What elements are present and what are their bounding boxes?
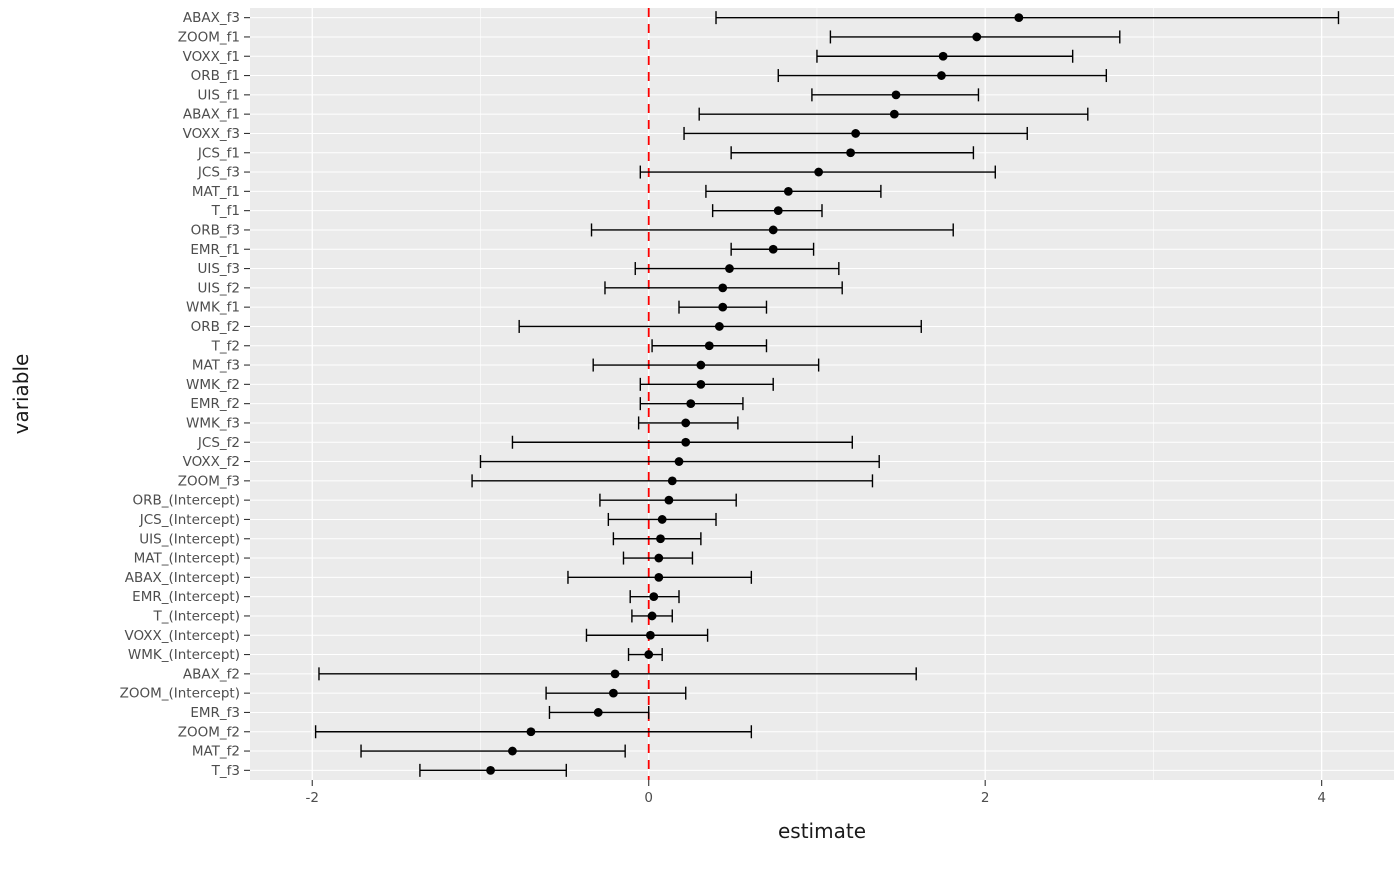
y-axis-label: UIS_(Intercept) — [139, 531, 240, 547]
estimate-point — [654, 553, 664, 563]
y-axis-label: VOXX_f1 — [183, 49, 240, 65]
x-tick-label: 2 — [981, 790, 990, 806]
y-axis-label: JCS_f3 — [197, 165, 240, 181]
estimate-point — [891, 90, 901, 100]
estimate-point — [846, 148, 855, 158]
y-axis-label: MAT_f1 — [192, 184, 240, 200]
estimate-point — [768, 244, 778, 254]
estimate-point — [696, 379, 706, 389]
estimate-point — [646, 630, 655, 640]
estimate-point — [656, 534, 665, 544]
y-axis-label: T_f3 — [211, 763, 240, 779]
estimate-point — [889, 109, 899, 119]
y-axis-label: EMR_f3 — [190, 705, 240, 721]
y-axis-label: ORB_f2 — [191, 319, 240, 335]
plot-panel: -2 0 2 4 ABAX_f3 ZOOM_f1 VOXX_f1 ORB_f1 UIS_f1 AB… — [120, 8, 1394, 806]
estimate-point — [768, 225, 778, 235]
y-axis-label: JCS_f2 — [197, 435, 240, 451]
estimate-point — [937, 71, 946, 80]
y-axis-label: UIS_f2 — [197, 280, 240, 296]
estimate-point — [972, 32, 982, 42]
y-axis-label: WMK_f2 — [186, 377, 240, 393]
y-axis-label: ZOOM_(Intercept) — [120, 686, 240, 702]
y-axis-label: VOXX_f2 — [183, 454, 240, 470]
panel-background — [250, 8, 1394, 780]
estimate-point — [508, 746, 517, 756]
y-axis-label: WMK_f1 — [186, 300, 240, 316]
estimate-point — [718, 283, 728, 293]
estimate-point — [686, 399, 696, 409]
estimate-point — [783, 186, 793, 196]
estimate-point — [718, 302, 728, 312]
y-axis-label: UIS_f3 — [197, 261, 240, 277]
estimate-point — [681, 437, 691, 447]
y-axis-label: EMR_f1 — [190, 242, 240, 258]
y-axis-label: T_(Intercept) — [152, 608, 240, 624]
estimate-point — [610, 669, 620, 679]
y-axis-label: T_f1 — [211, 203, 240, 219]
y-axis-label: MAT_(Intercept) — [134, 551, 240, 567]
estimate-point — [814, 167, 824, 177]
y-axis-label: ORB_f3 — [191, 222, 240, 238]
estimate-point — [649, 592, 659, 602]
estimate-point — [647, 611, 657, 621]
y-axis-label: VOXX_(Intercept) — [124, 628, 240, 644]
y-axis-label: JCS_f1 — [197, 145, 240, 161]
y-axis-label: ABAX_f3 — [183, 10, 240, 26]
estimate-point — [938, 51, 948, 61]
y-axis-label: ABAX_f2 — [183, 666, 240, 682]
y-axis-label: ABAX_(Intercept) — [125, 570, 240, 586]
estimate-point — [851, 129, 861, 138]
estimate-point — [644, 650, 654, 659]
x-axis-title: estimate — [778, 819, 866, 843]
y-axis-label: ORB_(Intercept) — [132, 493, 240, 509]
estimate-point — [1014, 13, 1024, 23]
x-tick-label: 0 — [644, 790, 653, 806]
y-axis-label: T_f2 — [211, 338, 240, 354]
y-axis-label: ZOOM_f2 — [178, 724, 240, 740]
y-axis-label: EMR_(Intercept) — [132, 589, 240, 605]
y-axis-label: ORB_f1 — [191, 68, 240, 84]
estimate-point — [667, 476, 677, 486]
y-axis-label: VOXX_f3 — [183, 126, 240, 142]
estimate-point — [608, 688, 618, 698]
y-axis-label: ZOOM_f3 — [178, 473, 240, 489]
estimate-point — [486, 765, 495, 775]
y-axis-label: ABAX_f1 — [183, 107, 240, 123]
y-axis-label: WMK_f3 — [186, 415, 240, 431]
y-axis-label: UIS_f1 — [197, 87, 240, 103]
estimate-point — [593, 708, 603, 717]
estimate-point — [526, 727, 536, 737]
estimate-point — [657, 515, 667, 524]
y-axis-label: WMK_(Intercept) — [128, 647, 240, 663]
x-tick-label: -2 — [306, 790, 319, 806]
estimate-point — [714, 322, 724, 331]
y-axis-label: EMR_f2 — [190, 396, 240, 412]
y-axis-label: MAT_f3 — [192, 358, 240, 374]
estimate-point — [664, 495, 674, 505]
estimate-point — [696, 360, 706, 370]
y-axis-label: JCS_(Intercept) — [139, 512, 240, 528]
y-axis-label: MAT_f2 — [192, 744, 240, 760]
y-axis-title: variable — [9, 354, 33, 435]
estimate-point — [674, 457, 684, 466]
estimate-point — [704, 341, 714, 351]
estimate-point — [773, 206, 783, 216]
estimate-point — [725, 264, 734, 273]
x-tick-label: 4 — [1317, 790, 1326, 806]
estimate-point — [654, 572, 664, 582]
estimate-point — [681, 418, 691, 428]
y-axis-label: ZOOM_f1 — [178, 29, 240, 45]
